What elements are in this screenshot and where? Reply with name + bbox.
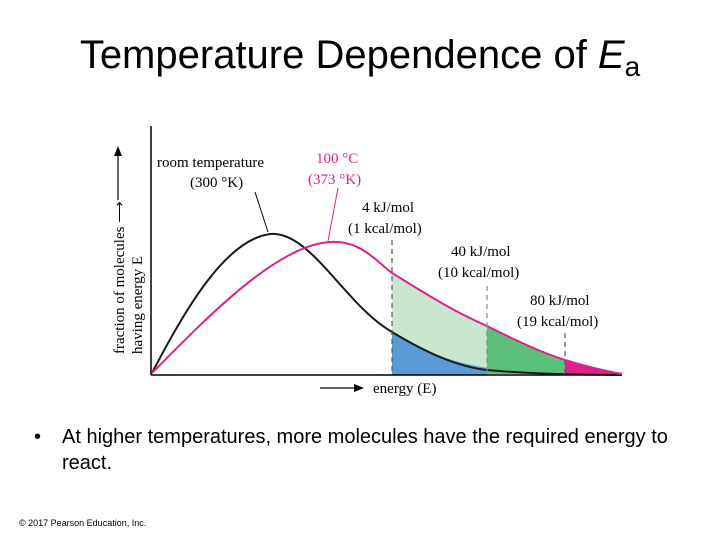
region-hot-above-ea3 xyxy=(565,360,622,374)
title-text: Temperature Dependence of xyxy=(79,33,598,77)
room-temp-label-line2: (300 °K) xyxy=(190,175,243,191)
copyright-notice: © 2017 Pearson Education, Inc. xyxy=(19,518,147,528)
x-axis-label: energy (E) xyxy=(373,381,436,397)
hot-temperature-curve xyxy=(151,240,623,375)
room-temperature-curve xyxy=(151,232,623,376)
room-temp-label-line1: room temperature xyxy=(157,155,264,171)
ea3-label-line1: 80 kJ/mol xyxy=(530,293,590,309)
ea2-label-line1: 40 kJ/mol xyxy=(451,244,511,260)
slide-title: Temperature Dependence of Ea xyxy=(0,30,720,84)
bullet-dot: • xyxy=(34,426,42,448)
x-axis-arrowhead xyxy=(354,384,364,392)
ea1-label-line2: (1 kcal/mol) xyxy=(348,221,422,237)
title-subscript: a xyxy=(624,51,641,82)
y-axis-label-line1: fraction of molecules ⟶ xyxy=(112,201,128,354)
y-axis-arrowhead xyxy=(114,146,122,156)
title-symbol: Ea xyxy=(597,33,641,82)
ea1-label-line1: 4 kJ/mol xyxy=(362,200,414,216)
bullet-point: • At higher temperatures, more molecules… xyxy=(34,424,674,476)
hot-temp-label-line2: (373 °K) xyxy=(308,172,361,188)
hot-temp-pointer xyxy=(327,187,339,242)
y-axis-label-line2: having energy E xyxy=(130,256,146,354)
region-hot-above-ea2 xyxy=(487,326,565,374)
room-temp-pointer xyxy=(254,191,269,233)
ea2-label-line2: (10 kcal/mol) xyxy=(438,265,519,281)
ea3-label-line2: (19 kcal/mol) xyxy=(517,314,598,330)
bullet-text: At higher temperatures, more molecules h… xyxy=(62,426,668,474)
hot-temp-label-line1: 100 °C xyxy=(316,151,358,167)
